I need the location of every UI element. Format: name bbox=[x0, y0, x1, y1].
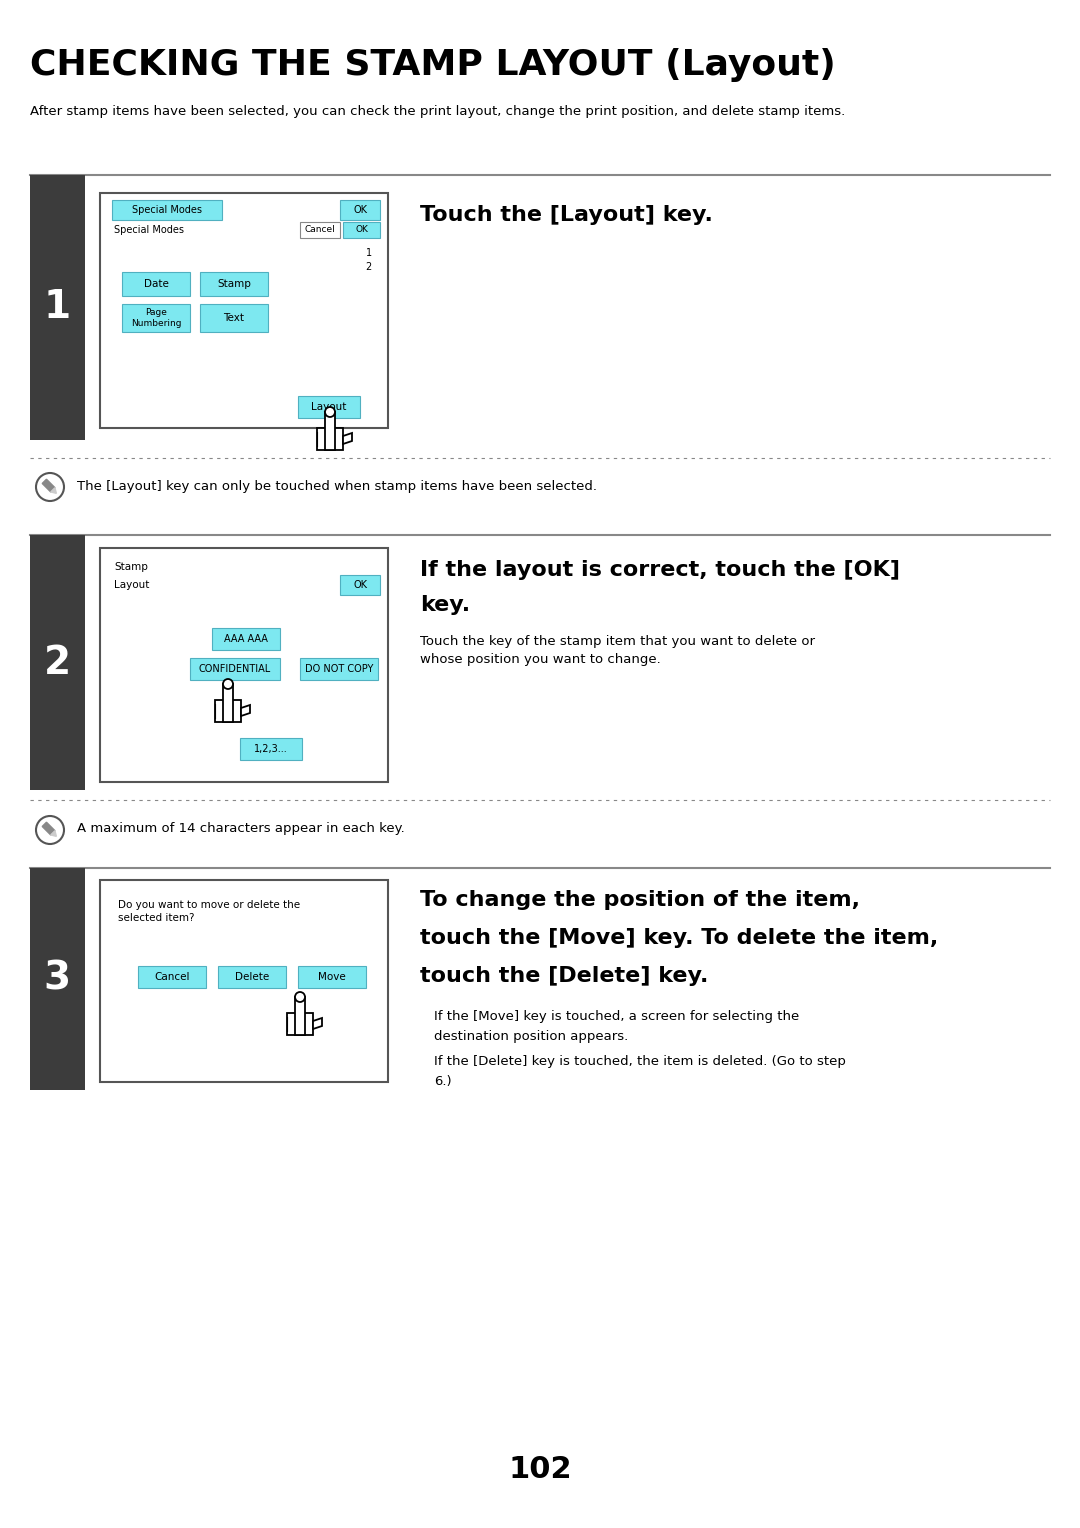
Text: 2: 2 bbox=[43, 643, 70, 681]
Text: CHECKING THE STAMP LAYOUT (Layout): CHECKING THE STAMP LAYOUT (Layout) bbox=[30, 47, 836, 83]
Circle shape bbox=[222, 678, 233, 689]
Text: Cancel: Cancel bbox=[154, 972, 190, 983]
FancyBboxPatch shape bbox=[200, 272, 268, 296]
Text: AAA AAA: AAA AAA bbox=[224, 634, 268, 643]
Text: 1
2: 1 2 bbox=[366, 248, 372, 272]
FancyBboxPatch shape bbox=[340, 575, 380, 594]
Text: Touch the [Layout] key.: Touch the [Layout] key. bbox=[420, 205, 713, 225]
FancyBboxPatch shape bbox=[298, 966, 366, 989]
Text: If the [Delete] key is touched, the item is deleted. (Go to step: If the [Delete] key is touched, the item… bbox=[434, 1054, 846, 1068]
FancyBboxPatch shape bbox=[30, 868, 85, 1089]
Text: If the [Move] key is touched, a screen for selecting the: If the [Move] key is touched, a screen f… bbox=[434, 1010, 799, 1024]
FancyBboxPatch shape bbox=[100, 549, 388, 782]
FancyBboxPatch shape bbox=[122, 304, 190, 332]
FancyBboxPatch shape bbox=[218, 966, 286, 989]
Text: Cancel: Cancel bbox=[305, 226, 336, 234]
Text: Layout: Layout bbox=[114, 581, 149, 590]
Text: 1,2,3...: 1,2,3... bbox=[254, 744, 288, 753]
FancyBboxPatch shape bbox=[212, 628, 280, 649]
Text: Layout: Layout bbox=[311, 402, 347, 413]
Text: destination position appears.: destination position appears. bbox=[434, 1030, 629, 1044]
FancyBboxPatch shape bbox=[122, 272, 190, 296]
FancyBboxPatch shape bbox=[298, 396, 360, 419]
Polygon shape bbox=[287, 1013, 313, 1034]
Text: Touch the key of the stamp item that you want to delete or
whose position you wa: Touch the key of the stamp item that you… bbox=[420, 636, 815, 666]
Polygon shape bbox=[51, 831, 56, 836]
Polygon shape bbox=[295, 996, 305, 1034]
Circle shape bbox=[325, 406, 335, 417]
FancyBboxPatch shape bbox=[190, 659, 280, 680]
Text: Special Modes: Special Modes bbox=[132, 205, 202, 215]
Polygon shape bbox=[42, 480, 55, 492]
Polygon shape bbox=[42, 822, 55, 834]
Text: 6.): 6.) bbox=[434, 1076, 451, 1088]
Text: After stamp items have been selected, you can check the print layout, change the: After stamp items have been selected, yo… bbox=[30, 105, 846, 118]
Text: Stamp: Stamp bbox=[114, 562, 148, 571]
Text: To change the position of the item,: To change the position of the item, bbox=[420, 889, 860, 911]
Polygon shape bbox=[222, 685, 233, 723]
Polygon shape bbox=[343, 432, 352, 445]
Circle shape bbox=[36, 816, 64, 843]
FancyBboxPatch shape bbox=[30, 535, 85, 790]
Polygon shape bbox=[318, 428, 343, 451]
Text: A maximum of 14 characters appear in each key.: A maximum of 14 characters appear in eac… bbox=[77, 822, 405, 834]
FancyBboxPatch shape bbox=[240, 738, 302, 759]
FancyBboxPatch shape bbox=[343, 222, 380, 238]
Text: Do you want to move or delete the
selected item?: Do you want to move or delete the select… bbox=[118, 900, 300, 923]
Text: touch the [Move] key. To delete the item,: touch the [Move] key. To delete the item… bbox=[420, 927, 939, 947]
Polygon shape bbox=[313, 1018, 322, 1028]
Polygon shape bbox=[215, 700, 241, 723]
Circle shape bbox=[36, 474, 64, 501]
Text: 102: 102 bbox=[509, 1456, 571, 1485]
FancyBboxPatch shape bbox=[340, 200, 380, 220]
Text: Move: Move bbox=[319, 972, 346, 983]
FancyBboxPatch shape bbox=[300, 222, 340, 238]
Polygon shape bbox=[241, 704, 249, 717]
FancyBboxPatch shape bbox=[112, 200, 222, 220]
Text: key.: key. bbox=[420, 594, 470, 614]
Text: OK: OK bbox=[353, 581, 367, 590]
Polygon shape bbox=[51, 487, 56, 494]
Text: Special Modes: Special Modes bbox=[114, 225, 184, 235]
Text: The [Layout] key can only be touched when stamp items have been selected.: The [Layout] key can only be touched whe… bbox=[77, 480, 597, 494]
Text: Text: Text bbox=[224, 313, 244, 322]
FancyBboxPatch shape bbox=[100, 880, 388, 1082]
Text: DO NOT COPY: DO NOT COPY bbox=[305, 665, 374, 674]
Circle shape bbox=[295, 992, 305, 1002]
FancyBboxPatch shape bbox=[138, 966, 206, 989]
Text: Page
Numbering: Page Numbering bbox=[131, 309, 181, 327]
Text: OK: OK bbox=[353, 205, 367, 215]
Text: Delete: Delete bbox=[234, 972, 269, 983]
Text: touch the [Delete] key.: touch the [Delete] key. bbox=[420, 966, 708, 986]
FancyBboxPatch shape bbox=[30, 176, 85, 440]
Text: 1: 1 bbox=[43, 289, 70, 327]
Polygon shape bbox=[325, 413, 335, 451]
Text: If the layout is correct, touch the [OK]: If the layout is correct, touch the [OK] bbox=[420, 559, 900, 581]
FancyBboxPatch shape bbox=[300, 659, 378, 680]
Text: Date: Date bbox=[144, 280, 168, 289]
Text: OK: OK bbox=[355, 226, 368, 234]
FancyBboxPatch shape bbox=[200, 304, 268, 332]
FancyBboxPatch shape bbox=[100, 193, 388, 428]
Text: CONFIDENTIAL: CONFIDENTIAL bbox=[199, 665, 271, 674]
Text: 3: 3 bbox=[43, 960, 70, 998]
Text: Stamp: Stamp bbox=[217, 280, 251, 289]
